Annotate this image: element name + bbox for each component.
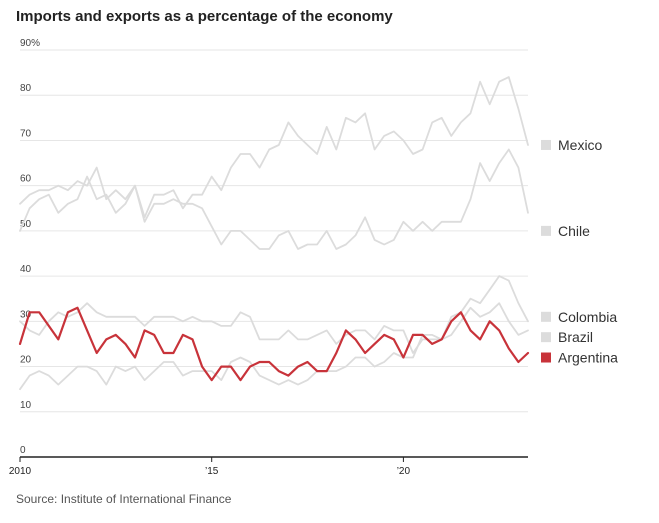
legend-swatch-argentina (541, 352, 551, 363)
x-tick-label-2020: ’20 (397, 466, 411, 477)
legend-label-brazil: Brazil (558, 329, 593, 345)
legend-label-mexico: Mexico (558, 137, 603, 153)
x-tick-label-2015: ’15 (205, 466, 219, 477)
legend-label-chile: Chile (558, 223, 590, 239)
chart-title: Imports and exports as a percentage of t… (16, 8, 393, 25)
series-line-colombia (19, 275, 529, 354)
x-tick-label-2010: 2010 (9, 466, 32, 477)
y-tick-label-90: 90% (20, 38, 40, 49)
legend-swatch-mexico (541, 139, 551, 150)
y-tick-label-0: 0 (20, 445, 26, 456)
legend-swatch-brazil (541, 332, 551, 343)
source-note: Source: Institute of International Finan… (16, 492, 232, 506)
y-tick-label-10: 10 (20, 400, 32, 411)
legend-label-argentina: Argentina (558, 350, 618, 366)
y-tick-label-70: 70 (20, 128, 32, 139)
legend-swatch-chile (541, 225, 551, 236)
series-line-argentina (18, 306, 530, 382)
y-tick-label-60: 60 (20, 174, 32, 185)
legend: Mexico Chile Colombia Brazil Argentina (541, 137, 618, 366)
y-tick-label-30: 30 (20, 309, 32, 320)
series-lines (18, 76, 530, 391)
legend-label-colombia: Colombia (558, 309, 617, 325)
x-axis: 2010 ’15 ’20 (9, 456, 528, 477)
y-tick-label-50: 50 (20, 219, 32, 230)
grid-lines (20, 49, 528, 413)
series-line-chile (19, 148, 529, 250)
y-axis-ticks: 0 10 20 30 40 50 60 70 80 90% (20, 38, 40, 456)
legend-swatch-colombia (541, 311, 551, 322)
series-line-mexico (19, 76, 529, 219)
y-tick-label-20: 20 (20, 355, 32, 366)
y-tick-label-80: 80 (20, 83, 32, 94)
y-tick-label-40: 40 (20, 264, 32, 275)
